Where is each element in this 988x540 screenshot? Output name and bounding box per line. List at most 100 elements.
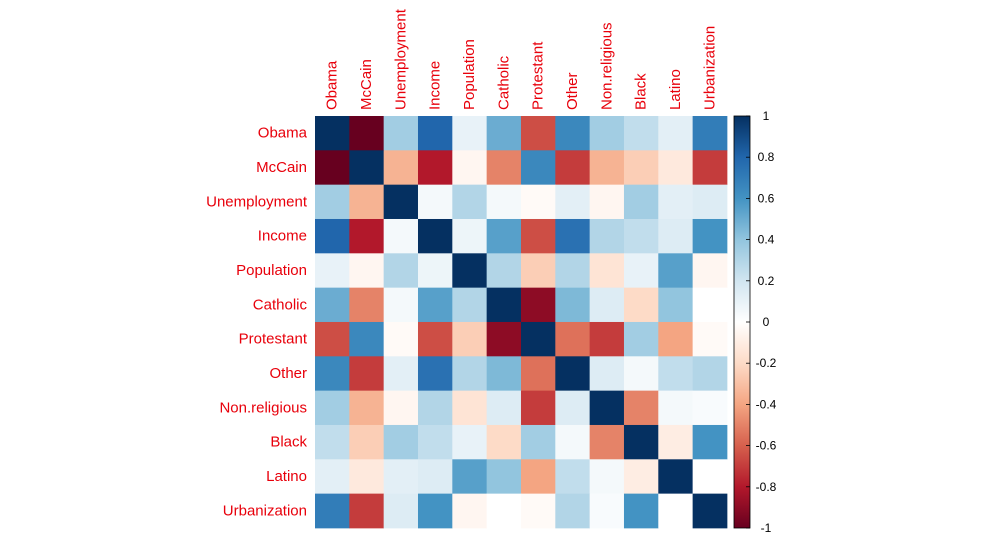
heatmap-cell bbox=[452, 184, 488, 220]
heatmap-cell bbox=[658, 150, 694, 186]
heatmap-cell bbox=[452, 424, 488, 460]
heatmap-cell bbox=[417, 287, 453, 323]
heatmap-cell bbox=[555, 459, 591, 495]
heatmap-cell bbox=[623, 493, 659, 529]
heatmap-cell bbox=[315, 116, 350, 151]
row-label: Obama bbox=[258, 125, 308, 142]
heatmap-cell bbox=[692, 424, 728, 460]
heatmap-cell bbox=[383, 356, 419, 392]
column-label: Unemployment bbox=[392, 8, 409, 110]
heatmap-cell bbox=[555, 184, 591, 220]
heatmap-cell bbox=[349, 390, 385, 426]
heatmap-cell bbox=[383, 493, 419, 529]
heatmap-cell bbox=[623, 356, 659, 392]
heatmap-cell bbox=[315, 390, 350, 426]
heatmap-cell bbox=[520, 116, 556, 151]
heatmap-cell bbox=[658, 459, 694, 495]
column-label: Protestant bbox=[530, 41, 547, 110]
column-label: Black bbox=[633, 73, 650, 110]
heatmap-cell bbox=[692, 184, 728, 220]
row-label: Black bbox=[270, 434, 307, 451]
heatmap-cell bbox=[486, 459, 522, 495]
colorbar-tick-label: 0.2 bbox=[758, 274, 775, 288]
heatmap-cell bbox=[417, 390, 453, 426]
heatmap-cell bbox=[486, 253, 522, 289]
column-label: Population bbox=[461, 39, 478, 110]
heatmap-cell bbox=[383, 150, 419, 186]
heatmap-cell bbox=[520, 184, 556, 220]
heatmap-cell bbox=[486, 321, 522, 357]
heatmap-cell bbox=[623, 459, 659, 495]
heatmap-cell bbox=[658, 424, 694, 460]
heatmap-cell bbox=[486, 150, 522, 186]
heatmap-cell bbox=[452, 390, 488, 426]
heatmap-cell bbox=[555, 356, 591, 392]
heatmap-cell bbox=[452, 493, 488, 529]
heatmap-cell bbox=[589, 459, 625, 495]
heatmap-cell bbox=[349, 356, 385, 392]
heatmap-cell bbox=[692, 253, 728, 289]
heatmap-cell bbox=[555, 493, 591, 529]
heatmap-cell bbox=[349, 184, 385, 220]
colorbar-tick-label: 0.8 bbox=[758, 150, 775, 164]
heatmap-cell bbox=[589, 390, 625, 426]
heatmap-cell bbox=[417, 184, 453, 220]
heatmap-cell bbox=[486, 390, 522, 426]
heatmap-cell bbox=[486, 116, 522, 151]
heatmap-cell bbox=[623, 287, 659, 323]
heatmap-cell bbox=[589, 150, 625, 186]
heatmap-cell bbox=[520, 493, 556, 529]
heatmap-cell bbox=[349, 424, 385, 460]
row-label: Urbanization bbox=[223, 502, 307, 519]
heatmap-cell bbox=[520, 218, 556, 254]
heatmap-cell bbox=[658, 287, 694, 323]
row-label: Non.religious bbox=[219, 399, 307, 416]
heatmap-cells bbox=[315, 116, 728, 529]
heatmap-cell bbox=[589, 218, 625, 254]
heatmap-cell bbox=[623, 253, 659, 289]
heatmap-cell bbox=[452, 150, 488, 186]
heatmap-cell bbox=[452, 218, 488, 254]
column-label: McCain bbox=[358, 59, 375, 110]
heatmap-cell bbox=[692, 287, 728, 323]
heatmap-cell bbox=[349, 287, 385, 323]
row-label: Population bbox=[236, 262, 307, 279]
heatmap-cell bbox=[486, 493, 522, 529]
colorbar-tick-label: -0.8 bbox=[756, 480, 777, 494]
heatmap-cell bbox=[349, 459, 385, 495]
colorbar-tick-label: 1 bbox=[763, 109, 770, 123]
heatmap-cell bbox=[555, 116, 591, 151]
heatmap-cell bbox=[658, 390, 694, 426]
heatmap-cell bbox=[452, 287, 488, 323]
heatmap-cell bbox=[555, 218, 591, 254]
heatmap-cell bbox=[589, 253, 625, 289]
heatmap-cell bbox=[658, 493, 694, 529]
heatmap-cell bbox=[520, 150, 556, 186]
colorbar-tick-label: -0.2 bbox=[756, 356, 777, 370]
heatmap-cell bbox=[315, 493, 350, 529]
heatmap-cell bbox=[692, 116, 728, 151]
heatmap-cell bbox=[486, 218, 522, 254]
heatmap-cell bbox=[417, 493, 453, 529]
colorbar-tick-label: -0.4 bbox=[756, 397, 777, 411]
heatmap-cell bbox=[417, 218, 453, 254]
heatmap-cell bbox=[589, 321, 625, 357]
colorbar-tick-label: 0.4 bbox=[758, 233, 775, 247]
heatmap-cell bbox=[349, 218, 385, 254]
colorbar-tick-label: -1 bbox=[761, 521, 772, 535]
heatmap-cell bbox=[486, 184, 522, 220]
heatmap-cell bbox=[520, 390, 556, 426]
heatmap-cell bbox=[520, 459, 556, 495]
heatmap-cell bbox=[623, 390, 659, 426]
heatmap-cell bbox=[623, 321, 659, 357]
heatmap-cell bbox=[555, 321, 591, 357]
heatmap-cell bbox=[417, 321, 453, 357]
heatmap-cell bbox=[349, 116, 385, 151]
heatmap-cell bbox=[692, 218, 728, 254]
heatmap-cell bbox=[520, 321, 556, 357]
heatmap-cell bbox=[555, 253, 591, 289]
heatmap-cell bbox=[486, 424, 522, 460]
row-label: Income bbox=[258, 228, 307, 245]
heatmap-cell bbox=[623, 218, 659, 254]
heatmap-cell bbox=[315, 253, 350, 289]
